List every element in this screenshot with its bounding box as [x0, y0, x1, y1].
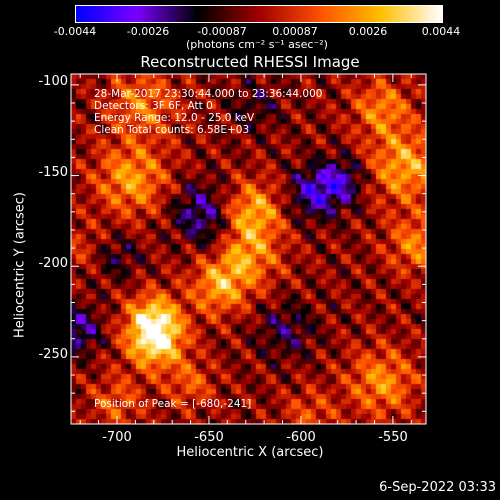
chart-title: Reconstructed RHESSI Image	[140, 53, 360, 71]
colorbar-tick: -0.00087	[197, 25, 247, 38]
colorbar-tick: 0.00087	[272, 25, 318, 38]
info-peak: Position of Peak = [-680,-241]	[94, 398, 252, 410]
colorbar-tick: -0.0044	[53, 25, 97, 38]
colorbar-units: (photons cm⁻² s⁻¹ asec⁻²)	[186, 38, 328, 51]
colorbar	[75, 5, 443, 23]
colorbar-tick: 0.0044	[421, 25, 461, 38]
y-tick-label: -150	[38, 165, 68, 180]
y-tick-label: -250	[38, 347, 68, 362]
footer-timestamp: 6-Sep-2022 03:33	[379, 480, 496, 495]
y-tick-label: -100	[38, 74, 68, 89]
y-tick-label: -200	[38, 256, 68, 271]
x-tick-label: -700	[102, 430, 132, 445]
info-energy: Energy Range: 12.0 - 25.0 keV	[94, 112, 255, 124]
colorbar-tick: -0.0026	[126, 25, 170, 38]
x-axis-label: Heliocentric X (arcsec)	[176, 445, 324, 460]
y-axis-label: Heliocentric Y (arcsec)	[12, 192, 28, 338]
heatmap-image	[71, 74, 426, 424]
x-tick-label: -600	[286, 430, 316, 445]
plot-frame	[70, 73, 427, 425]
info-clean: Clean Total counts: 6.58E+03	[94, 124, 250, 136]
x-tick-label: -650	[194, 430, 224, 445]
info-detectors: Detectors: 3F 6F, Att 0	[94, 100, 213, 112]
info-time: 28-Mar-2017 23:30:44.000 to 23:36:44.000	[94, 88, 323, 100]
colorbar-tick: 0.0026	[348, 25, 388, 38]
x-tick-label: -550	[378, 430, 408, 445]
